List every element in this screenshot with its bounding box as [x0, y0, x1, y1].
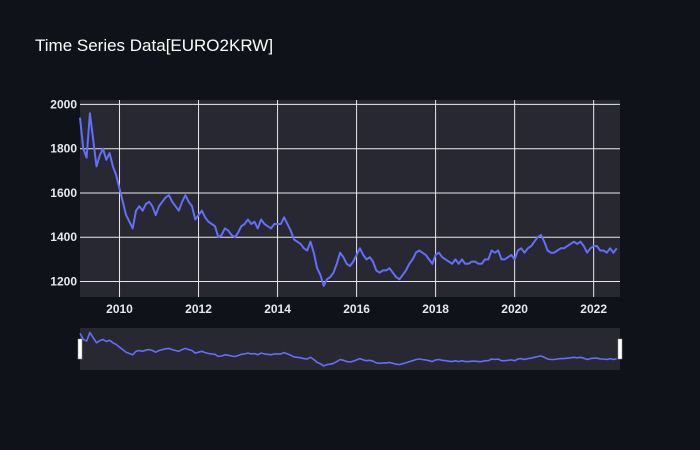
- x-tick-label: 2010: [106, 302, 133, 316]
- range-slider-series: [79, 331, 617, 367]
- x-tick-label: 2022: [580, 302, 607, 316]
- chart-title: Time Series Data[EURO2KRW]: [35, 36, 273, 55]
- plot-area: [80, 100, 620, 297]
- main-series[interactable]: [79, 112, 618, 287]
- x-tick-label: 2014: [264, 302, 291, 316]
- x-tick-label: 2012: [185, 302, 212, 316]
- y-tick-label: 1200: [50, 275, 77, 289]
- x-tick-label: 2018: [422, 302, 449, 316]
- x-axis: 2010 2012 2014 2016 2018 2020 2022: [106, 302, 607, 316]
- y-tick-label: 1600: [50, 186, 77, 200]
- range-slider-right-handle[interactable]: [617, 338, 623, 360]
- y-tick-label: 2000: [50, 97, 77, 111]
- range-slider-left-handle[interactable]: [77, 338, 83, 360]
- range-slider-background[interactable]: [80, 328, 620, 370]
- y-axis: 1200 1400 1600 1800 2000: [50, 97, 77, 288]
- y-tick-label: 1400: [50, 230, 77, 244]
- range-slider-line: [79, 331, 617, 367]
- series-line[interactable]: [79, 112, 618, 287]
- grid-lines: [80, 100, 620, 297]
- x-tick-label: 2016: [343, 302, 370, 316]
- x-tick-label: 2020: [501, 302, 528, 316]
- y-tick-label: 1800: [50, 142, 77, 156]
